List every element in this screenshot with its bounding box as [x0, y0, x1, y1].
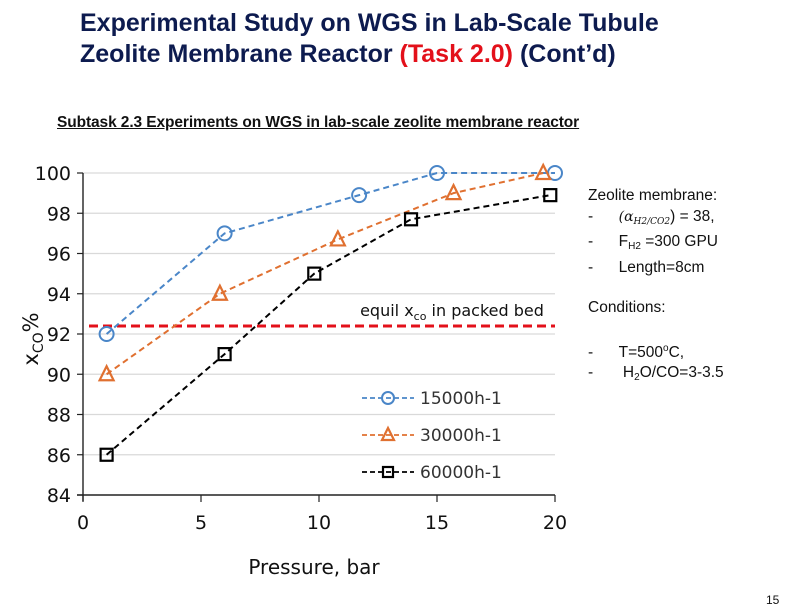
y-tick-label: 90 [47, 364, 71, 386]
data-point-square [307, 266, 322, 281]
data-point-square [217, 347, 232, 362]
side-notes: Zeolite membrane: - (αH2/CO2) = 38, - FH… [588, 186, 724, 389]
grid-lines [83, 172, 555, 456]
length-note: - Length=8cm [588, 258, 705, 276]
x-tick-label: 15 [425, 512, 449, 534]
y-tick-label: 88 [47, 405, 71, 427]
data-point-triangle [97, 363, 116, 382]
data-point-square [99, 447, 114, 462]
data-point-triangle [444, 182, 463, 201]
data-point-triangle [329, 228, 347, 247]
data-point-triangle [534, 162, 552, 181]
membrane-heading: Zeolite membrane: [588, 187, 718, 204]
data-point-circle [429, 165, 445, 181]
legend-marker-triangle [380, 425, 396, 442]
axes: 84 86 88 90 92 94 96 98 100 0 5 10 15 20 [35, 163, 567, 534]
page-number: 15 [766, 593, 780, 607]
series-line [105, 172, 555, 335]
pressure-conversion-chart: 84 86 88 90 92 94 96 98 100 0 5 10 15 20 equil xco in… [19, 162, 567, 579]
x-tick-label: 20 [543, 512, 567, 534]
y-tick-label: 98 [47, 203, 71, 225]
reference-line-group: equil xco in packed bed [89, 301, 555, 328]
task-label: (Task 2.0) [399, 40, 514, 68]
series-line [106, 172, 544, 376]
legend-item: 60000h-1 [362, 463, 502, 483]
legend-item: 15000h-1 [362, 389, 502, 409]
y-tick-label: 86 [47, 445, 71, 467]
series-15000h-1 [98, 165, 563, 342]
y-tick-label: 94 [47, 284, 71, 306]
y-tick-label: 84 [47, 485, 71, 507]
legend-label: 60000h-1 [420, 463, 502, 483]
title-line-2-contd: (Cont’d) [513, 40, 616, 68]
data-point-square [543, 188, 558, 203]
x-axis-label: Pressure, bar [248, 555, 380, 579]
legend-item: 30000h-1 [362, 425, 502, 446]
y-tick-label: 96 [47, 244, 71, 266]
data-point-circle [351, 187, 368, 204]
title-line-2-main: Zeolite Membrane Reactor [80, 40, 400, 68]
data-point-square [403, 212, 419, 227]
data-point-circle [216, 225, 233, 242]
temperature-note: - T=500oC, [588, 342, 685, 361]
ratio-note: - H2O/CO=3-3.5 [588, 364, 724, 384]
series-line [105, 194, 551, 456]
legend-label: 15000h-1 [420, 389, 502, 409]
legend-marker-circle [381, 391, 395, 405]
data-point-triangle [211, 283, 229, 301]
title-line-1: Experimental Study on WGS in Lab-Scale T… [80, 9, 659, 37]
legend-marker-square [381, 465, 395, 479]
x-tick-label: 5 [195, 512, 207, 534]
series-group [97, 162, 563, 462]
x-tick-label: 10 [307, 512, 331, 534]
legend-label: 30000h-1 [420, 426, 502, 446]
y-axis-label-text: xCO% [19, 312, 47, 365]
y-axis-label: xCO% [19, 312, 47, 365]
y-tick-label: 100 [35, 163, 71, 185]
series-60000h-1 [99, 188, 558, 462]
alpha-note: - (αH2/CO2) = 38, [588, 207, 715, 227]
legend: 15000h-1 30000h-1 60000h-1 [362, 389, 502, 483]
slide-title: Experimental Study on WGS in Lab-Scale T… [80, 8, 760, 70]
subtask-heading: Subtask 2.3 Experiments on WGS in lab-sc… [57, 114, 580, 131]
series-30000h-1 [97, 162, 552, 382]
y-tick-label: 92 [47, 324, 71, 346]
title-line-2: Zeolite Membrane Reactor (Task 2.0) (Con… [80, 39, 760, 70]
conditions-heading: Conditions: [588, 299, 666, 316]
flux-note: - FH2 =300 GPU [588, 233, 719, 252]
data-point-circle [98, 326, 115, 342]
x-tick-label: 0 [77, 512, 89, 534]
reference-line-label: equil xco in packed bed [360, 301, 544, 323]
